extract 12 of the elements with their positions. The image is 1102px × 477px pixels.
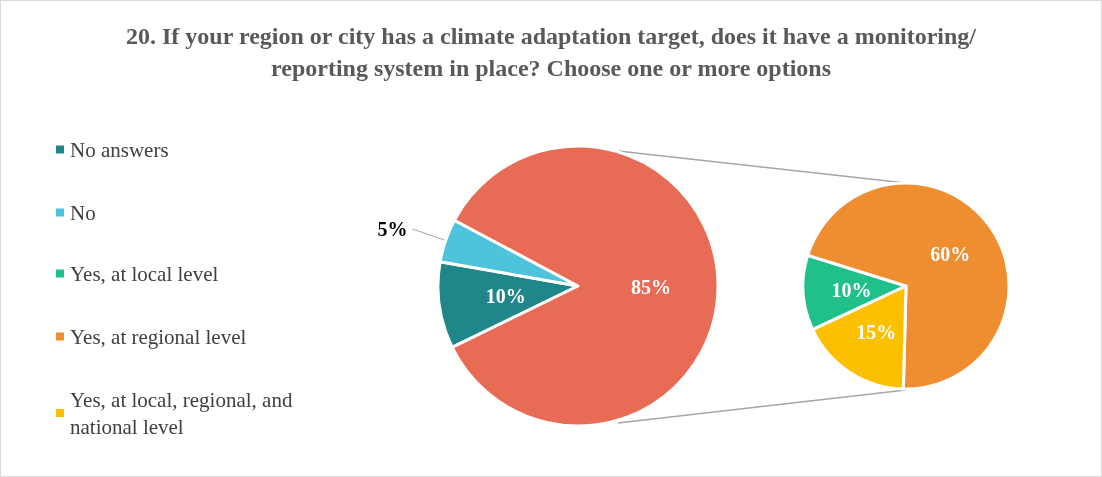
data-label: 15%: [856, 320, 897, 343]
data-label: 10%: [485, 285, 526, 308]
legend-label: Yes, at regional level: [70, 324, 247, 349]
data-label: 85%: [630, 276, 671, 299]
legend-label: Yes, at local, regional, and national level: [70, 387, 298, 439]
legend-label: No answers: [70, 137, 169, 162]
data-label: 5%: [377, 218, 408, 241]
data-label: 10%: [831, 278, 872, 301]
legend-label: Yes, at local level: [70, 261, 219, 286]
legend-label: No: [70, 200, 96, 225]
chart-title: 20. If your region or city has a climate adaptation target, does it have a monitoring/reporting system in place? Choose one or more options: [126, 23, 977, 81]
data-label: 60%: [930, 243, 971, 266]
